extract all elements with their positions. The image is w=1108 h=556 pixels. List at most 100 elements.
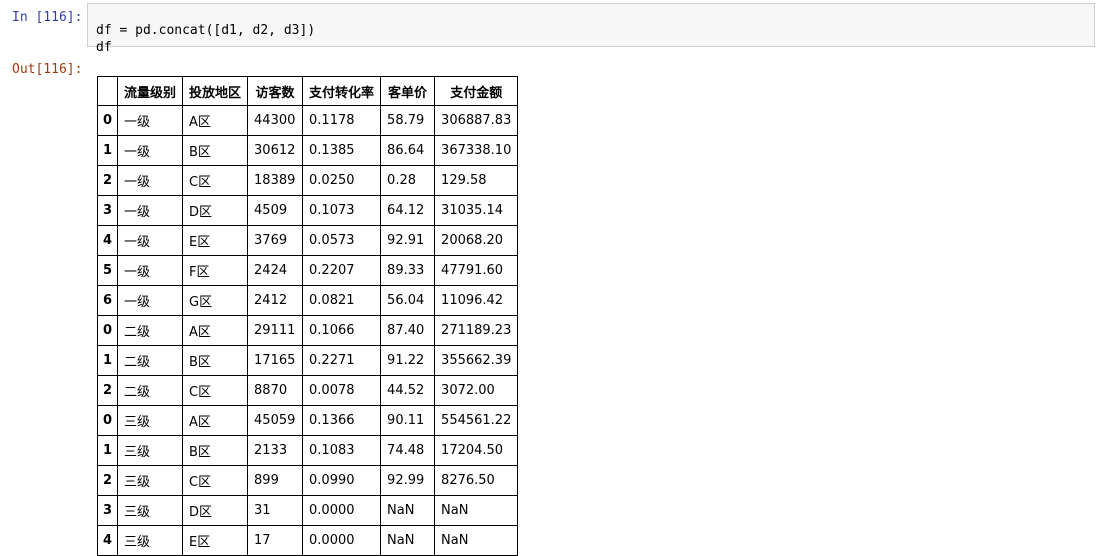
cell-visitors: 17 xyxy=(247,525,304,556)
cell-payment-amount: 129.58 xyxy=(434,165,519,196)
cell-payment-amount: 3072.00 xyxy=(434,375,519,406)
table-row: 1 一级 B区 30612 0.1385 86.64 367338.10 xyxy=(97,135,519,166)
cell-region: E区 xyxy=(182,225,249,256)
cell-unit-price: 56.04 xyxy=(380,285,436,316)
row-index-cell: 1 xyxy=(97,135,118,166)
cell-conversion-rate: 0.0250 xyxy=(302,165,382,196)
column-header-unit-price: 客单价 xyxy=(380,76,436,106)
cell-unit-price: 74.48 xyxy=(380,435,436,466)
cell-region: C区 xyxy=(182,375,249,406)
row-index-cell: 3 xyxy=(97,195,118,226)
table-header-row: 流量级别 投放地区 访客数 支付转化率 客单价 支付金额 xyxy=(97,76,519,106)
cell-conversion-rate: 0.1366 xyxy=(302,405,382,436)
cell-traffic-level: 二级 xyxy=(116,315,184,346)
output-prompt-label: Out[116]: xyxy=(12,62,83,77)
cell-payment-amount: 306887.83 xyxy=(434,105,519,136)
cell-region: E区 xyxy=(182,525,249,556)
cell-conversion-rate: 0.2271 xyxy=(302,345,382,376)
cell-traffic-level: 一级 xyxy=(116,255,184,286)
cell-traffic-level: 一级 xyxy=(116,195,184,226)
cell-traffic-level: 一级 xyxy=(116,135,184,166)
column-header-index xyxy=(97,76,118,106)
cell-region: G区 xyxy=(182,285,249,316)
cell-traffic-level: 一级 xyxy=(116,225,184,256)
cell-payment-amount: 11096.42 xyxy=(434,285,519,316)
table-row: 0 二级 A区 29111 0.1066 87.40 271189.23 xyxy=(97,315,519,346)
cell-payment-amount: 31035.14 xyxy=(434,195,519,226)
table-row: 1 二级 B区 17165 0.2271 91.22 355662.39 xyxy=(97,345,519,376)
cell-payment-amount: 20068.20 xyxy=(434,225,519,256)
row-index-cell: 5 xyxy=(97,255,118,286)
cell-traffic-level: 二级 xyxy=(116,345,184,376)
code-editor-area[interactable]: df = pd.concat([d1, d2, d3]) df xyxy=(87,3,1095,55)
cell-region: D区 xyxy=(182,495,249,526)
cell-conversion-rate: 0.0000 xyxy=(302,525,382,556)
cell-visitors: 44300 xyxy=(247,105,304,136)
cell-payment-amount: 271189.23 xyxy=(434,315,519,346)
cell-region: D区 xyxy=(182,195,249,226)
cell-payment-amount: 8276.50 xyxy=(434,465,519,496)
cell-unit-price: NaN xyxy=(380,525,436,556)
row-index-cell: 2 xyxy=(97,375,118,406)
cell-unit-price: 64.12 xyxy=(380,195,436,226)
cell-visitors: 31 xyxy=(247,495,304,526)
column-header-traffic-level: 流量级别 xyxy=(116,76,184,106)
cell-unit-price: 87.40 xyxy=(380,315,436,346)
cell-conversion-rate: 0.1178 xyxy=(302,105,382,136)
cell-traffic-level: 一级 xyxy=(116,105,184,136)
code-source-text[interactable]: df = pd.concat([d1, d2, d3]) df xyxy=(96,23,316,55)
cell-conversion-rate: 0.1385 xyxy=(302,135,382,166)
cell-conversion-rate: 0.0000 xyxy=(302,495,382,526)
cell-region: A区 xyxy=(182,315,249,346)
cell-payment-amount: 47791.60 xyxy=(434,255,519,286)
cell-region: C区 xyxy=(182,165,249,196)
row-index-cell: 1 xyxy=(97,345,118,376)
row-index-cell: 0 xyxy=(97,405,118,436)
row-index-cell: 3 xyxy=(97,495,118,526)
table-row: 1 三级 B区 2133 0.1083 74.48 17204.50 xyxy=(97,435,519,466)
table-row: 5 一级 F区 2424 0.2207 89.33 47791.60 xyxy=(97,255,519,286)
cell-unit-price: 44.52 xyxy=(380,375,436,406)
cell-region: A区 xyxy=(182,105,249,136)
cell-region: A区 xyxy=(182,405,249,436)
cell-traffic-level: 二级 xyxy=(116,375,184,406)
column-header-visitors: 访客数 xyxy=(247,76,304,106)
cell-unit-price: 92.91 xyxy=(380,225,436,256)
cell-traffic-level: 一级 xyxy=(116,285,184,316)
column-header-conversion-rate: 支付转化率 xyxy=(302,76,382,106)
cell-region: C区 xyxy=(182,465,249,496)
cell-unit-price: 91.22 xyxy=(380,345,436,376)
dataframe-output-table: 流量级别 投放地区 访客数 支付转化率 客单价 支付金额 0 一级 A区 44300 0… xyxy=(97,76,519,556)
cell-visitors: 17165 xyxy=(247,345,304,376)
row-index-cell: 6 xyxy=(97,285,118,316)
cell-unit-price: 0.28 xyxy=(380,165,436,196)
row-index-cell: 2 xyxy=(97,465,118,496)
table-row: 4 一级 E区 3769 0.0573 92.91 20068.20 xyxy=(97,225,519,256)
cell-visitors: 3769 xyxy=(247,225,304,256)
cell-region: B区 xyxy=(182,345,249,376)
table-row: 0 三级 A区 45059 0.1366 90.11 554561.22 xyxy=(97,405,519,436)
table-header: 流量级别 投放地区 访客数 支付转化率 客单价 支付金额 xyxy=(97,76,519,106)
table-row: 2 二级 C区 8870 0.0078 44.52 3072.00 xyxy=(97,375,519,406)
cell-payment-amount: 17204.50 xyxy=(434,435,519,466)
cell-conversion-rate: 0.0078 xyxy=(302,375,382,406)
cell-visitors: 4509 xyxy=(247,195,304,226)
cell-visitors: 2133 xyxy=(247,435,304,466)
cell-payment-amount: NaN xyxy=(434,495,519,526)
table-row: 6 一级 G区 2412 0.0821 56.04 11096.42 xyxy=(97,285,519,316)
cell-payment-amount: NaN xyxy=(434,525,519,556)
notebook-input-cell: In [116]: df = pd.concat([d1, d2, d3]) d… xyxy=(0,0,1108,55)
table-body: 0 一级 A区 44300 0.1178 58.79 306887.83 1 一级 B区 30612… xyxy=(97,105,519,556)
cell-visitors: 18389 xyxy=(247,165,304,196)
cell-visitors: 30612 xyxy=(247,135,304,166)
table-row: 3 一级 D区 4509 0.1073 64.12 31035.14 xyxy=(97,195,519,226)
cell-conversion-rate: 0.1066 xyxy=(302,315,382,346)
cell-unit-price: 86.64 xyxy=(380,135,436,166)
cell-visitors: 899 xyxy=(247,465,304,496)
cell-unit-price: 90.11 xyxy=(380,405,436,436)
cell-unit-price: 92.99 xyxy=(380,465,436,496)
table-row: 4 三级 E区 17 0.0000 NaN NaN xyxy=(97,525,519,556)
cell-traffic-level: 三级 xyxy=(116,405,184,436)
cell-region: F区 xyxy=(182,255,249,286)
row-index-cell: 0 xyxy=(97,105,118,136)
